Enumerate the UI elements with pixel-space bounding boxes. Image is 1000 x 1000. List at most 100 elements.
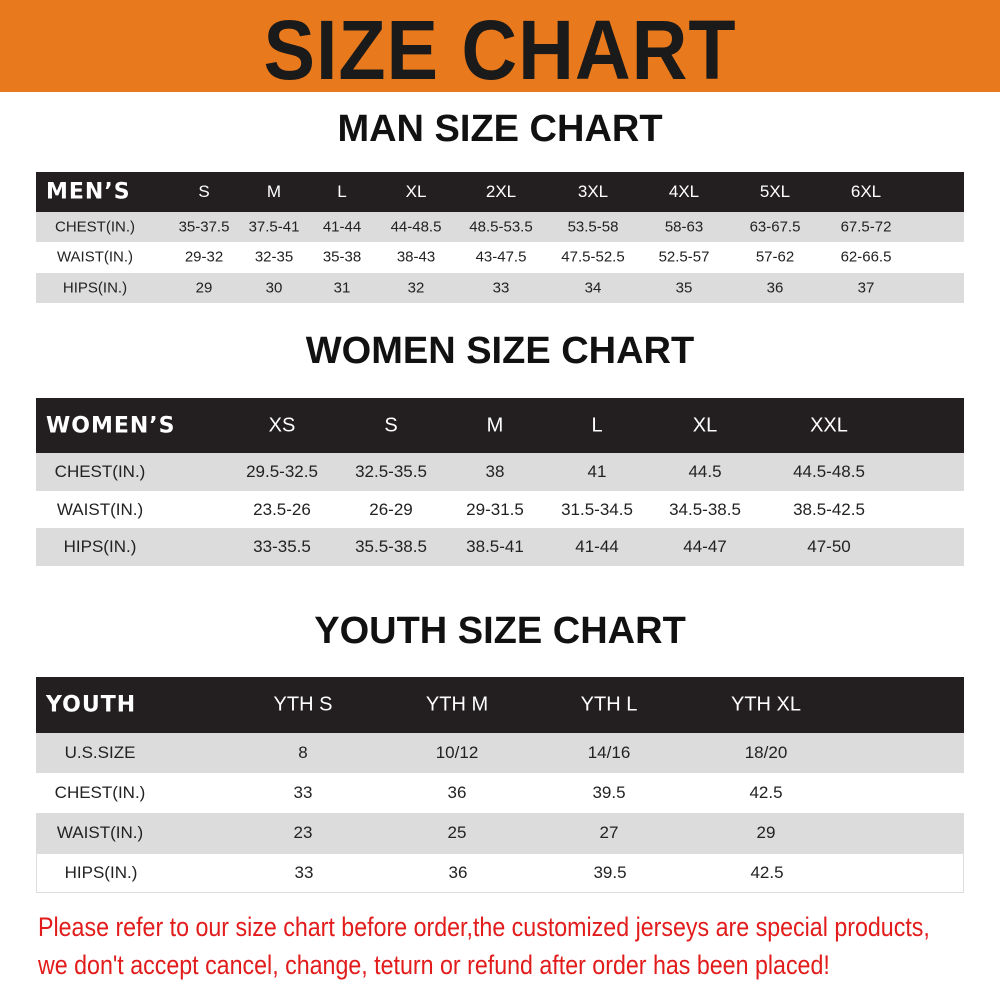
table-cell: 32 <box>407 279 425 297</box>
table-cell: 42.5 <box>749 783 783 802</box>
table-cell: 43-47.5 <box>475 248 527 266</box>
men-section-title: MAN SIZE CHART <box>337 108 663 150</box>
row-label: HIPS(IN.) <box>62 279 128 297</box>
row-label: WAIST(IN.) <box>56 823 144 842</box>
size-header: YTH S <box>273 693 333 716</box>
table-cell: 29 <box>195 279 213 297</box>
table-cell: 30 <box>265 279 283 297</box>
table-cell: 48.5-53.5 <box>469 218 533 236</box>
table-row: WAIST(IN.) 23 25 27 29 <box>36 813 964 853</box>
table-cell: 38 <box>485 461 505 481</box>
table-cell: 36 <box>448 863 468 882</box>
size-header: L <box>337 182 347 201</box>
table-row: CHEST(IN.) 33 36 39.5 42.5 <box>36 773 964 813</box>
table-cell: 35-38 <box>322 248 362 266</box>
table-cell: 38.5-42.5 <box>793 499 865 519</box>
row-label: WAIST(IN.) <box>56 499 144 519</box>
table-cell: 42.5 <box>750 863 784 882</box>
table-cell: 38-43 <box>396 248 436 266</box>
table-cell: 23.5-26 <box>253 499 311 519</box>
table-cell: 33 <box>293 783 313 802</box>
header-row: YOUTH YTH S YTH M YTH L YTH XL <box>36 677 964 733</box>
size-header: 4XL <box>668 182 700 201</box>
row-label: CHEST(IN.) <box>54 461 146 481</box>
table-cell: 29-31.5 <box>466 499 524 519</box>
table-cell: 41-44 <box>575 537 619 557</box>
size-header: 5XL <box>759 182 791 201</box>
table-cell: 8 <box>298 743 308 762</box>
size-header: S <box>198 182 210 201</box>
notice-line-2: we don't accept cancel, change, teturn o… <box>38 950 830 980</box>
table-cell: 25 <box>447 823 467 842</box>
table-cell: 31.5-34.5 <box>561 499 633 519</box>
table-cell: 52.5-57 <box>658 248 710 266</box>
table-cell: 39.5 <box>593 863 627 882</box>
table-cell: 38.5-41 <box>466 537 524 557</box>
table-cell: 53.5-58 <box>567 218 619 236</box>
table-row: CHEST(IN.) 35-37.5 37.5-41 41-44 44-48.5 48.5… <box>36 212 964 243</box>
table-cell: 34 <box>584 279 602 297</box>
row-label: WAIST(IN.) <box>56 248 134 266</box>
table-cell: 29.5-32.5 <box>246 461 318 481</box>
table-cell: 44-47 <box>683 537 727 557</box>
table-cell: 32.5-35.5 <box>355 461 427 481</box>
size-header: XL <box>692 414 718 436</box>
table-cell: 36 <box>766 279 784 297</box>
row-label: HIPS(IN.) <box>64 863 138 882</box>
size-header: XL <box>405 182 427 201</box>
corner-label: MEN’S <box>46 179 131 205</box>
table-cell: 41 <box>587 461 607 481</box>
table-cell: 35 <box>675 279 693 297</box>
header-row: WOMEN’S XS S M L XL XXL <box>36 398 964 453</box>
table-cell: 57-62 <box>755 248 795 266</box>
corner-label: YOUTH <box>46 692 137 718</box>
table-cell: 33-35.5 <box>253 537 311 557</box>
table-cell: 14/16 <box>587 743 631 762</box>
size-header: L <box>591 414 603 436</box>
table-cell: 31 <box>333 279 351 297</box>
table-cell: 63-67.5 <box>749 218 801 236</box>
row-label: HIPS(IN.) <box>63 537 137 557</box>
table-cell: 35.5-38.5 <box>355 537 427 557</box>
notice-line-1: Please refer to our size chart before or… <box>38 912 930 942</box>
table-cell: 37.5-41 <box>248 218 300 236</box>
size-header: M <box>266 182 282 201</box>
table-cell: 29 <box>756 823 776 842</box>
youth-section-title: YOUTH SIZE CHART <box>314 610 686 652</box>
men-size-table: MEN’S S M L XL 2XL 3XL 4XL 5XL 6XL CHEST(IN.) 35-37… <box>36 172 964 303</box>
header-row: MEN’S S M L XL 2XL 3XL 4XL 5XL 6XL <box>36 172 964 212</box>
table-cell: 44.5-48.5 <box>793 461 865 481</box>
table-cell: 34.5-38.5 <box>669 499 741 519</box>
row-label: CHEST(IN.) <box>54 783 146 802</box>
table-cell: 44.5 <box>688 461 722 481</box>
women-section-title: WOMEN SIZE CHART <box>305 330 695 372</box>
page-title: SIZE CHART <box>263 3 737 97</box>
size-header: M <box>486 414 504 436</box>
row-label: CHEST(IN.) <box>55 218 135 236</box>
table-cell: 37 <box>857 279 875 297</box>
table-row: CHEST(IN.) 29.5-32.5 32.5-35.5 38 41 44.5 44.5… <box>36 453 964 491</box>
corner-label: WOMEN’S <box>46 413 176 438</box>
table-cell: 67.5-72 <box>840 218 892 236</box>
title-banner: SIZE CHART <box>0 0 1000 97</box>
table-row: HIPS(IN.) 33 36 39.5 42.5 <box>36 853 964 893</box>
table-cell: 33 <box>492 279 510 297</box>
table-row: WAIST(IN.) 29-32 32-35 35-38 38-43 43-47.5 47.… <box>36 242 964 273</box>
table-cell: 27 <box>599 823 619 842</box>
size-header: XXL <box>810 414 848 436</box>
size-header: YTH XL <box>730 693 802 716</box>
row-label: U.S.SIZE <box>64 743 136 762</box>
table-row: WAIST(IN.) 23.5-26 26-29 29-31.5 31.5-34.5 34… <box>36 490 964 529</box>
table-cell: 36 <box>447 783 467 802</box>
table-cell: 10/12 <box>435 743 479 762</box>
table-cell: 39.5 <box>592 783 626 802</box>
size-header: 6XL <box>850 182 882 201</box>
size-header: S <box>384 414 398 436</box>
table-cell: 26-29 <box>369 499 413 519</box>
table-cell: 33 <box>294 863 314 882</box>
table-cell: 18/20 <box>744 743 788 762</box>
size-header: 2XL <box>485 182 517 201</box>
youth-size-table: YOUTH YTH S YTH M YTH L YTH XL U.S.SIZE 8 10/12… <box>36 677 964 893</box>
table-row: HIPS(IN.) 29 30 31 32 33 34 35 36 37 <box>36 272 964 303</box>
women-size-table: WOMEN’S XS S M L XL XXL CHEST(IN.) 29.5-32.5 32.5… <box>36 398 964 567</box>
